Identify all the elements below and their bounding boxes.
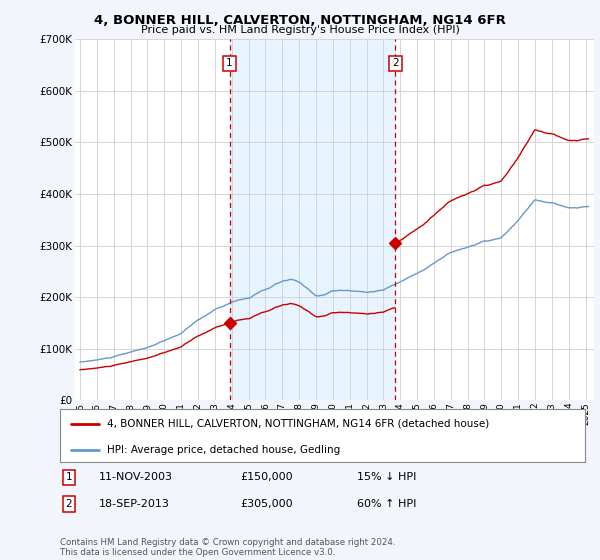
- Text: 18-SEP-2013: 18-SEP-2013: [99, 499, 170, 509]
- Text: 15% ↓ HPI: 15% ↓ HPI: [357, 472, 416, 482]
- Text: HPI: Average price, detached house, Gedling: HPI: Average price, detached house, Gedl…: [107, 445, 341, 455]
- Text: Price paid vs. HM Land Registry's House Price Index (HPI): Price paid vs. HM Land Registry's House …: [140, 25, 460, 35]
- Text: 2: 2: [65, 499, 73, 509]
- Text: £305,000: £305,000: [240, 499, 293, 509]
- Text: 4, BONNER HILL, CALVERTON, NOTTINGHAM, NG14 6FR: 4, BONNER HILL, CALVERTON, NOTTINGHAM, N…: [94, 14, 506, 27]
- Text: 1: 1: [65, 472, 73, 482]
- Text: 60% ↑ HPI: 60% ↑ HPI: [357, 499, 416, 509]
- Text: 11-NOV-2003: 11-NOV-2003: [99, 472, 173, 482]
- Text: 4, BONNER HILL, CALVERTON, NOTTINGHAM, NG14 6FR (detached house): 4, BONNER HILL, CALVERTON, NOTTINGHAM, N…: [107, 419, 490, 429]
- Text: Contains HM Land Registry data © Crown copyright and database right 2024.
This d: Contains HM Land Registry data © Crown c…: [60, 538, 395, 557]
- Text: 2: 2: [392, 58, 398, 68]
- Text: 1: 1: [226, 58, 233, 68]
- Bar: [230, 39, 395, 400]
- Text: £150,000: £150,000: [240, 472, 293, 482]
